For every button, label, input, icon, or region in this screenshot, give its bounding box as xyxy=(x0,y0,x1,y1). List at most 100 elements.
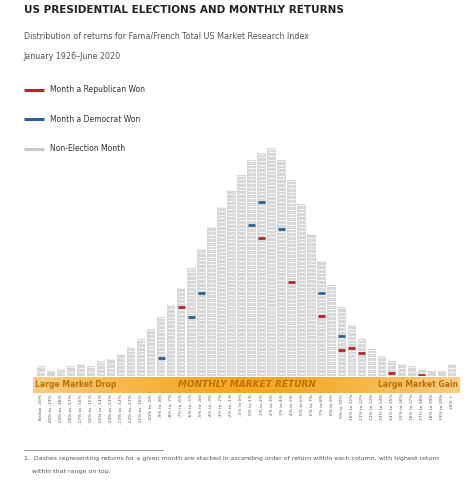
Bar xyxy=(260,377,262,393)
Text: -1% to 0%: -1% to 0% xyxy=(239,394,244,416)
Bar xyxy=(331,377,333,393)
Bar xyxy=(37,366,46,376)
Bar xyxy=(287,180,296,376)
Bar xyxy=(140,377,142,393)
Bar xyxy=(152,377,153,393)
Bar xyxy=(403,377,404,393)
Bar xyxy=(110,377,112,393)
Text: 8% to 9%: 8% to 9% xyxy=(329,394,334,415)
Bar xyxy=(378,356,386,376)
Bar xyxy=(147,329,155,376)
Bar xyxy=(196,377,197,393)
Bar xyxy=(388,362,396,376)
Bar xyxy=(388,377,390,393)
Bar xyxy=(267,377,269,393)
Bar xyxy=(234,377,236,393)
Bar xyxy=(451,377,453,393)
Text: Below -20%: Below -20% xyxy=(39,394,43,420)
Bar xyxy=(292,377,293,393)
Bar xyxy=(126,377,128,393)
Bar xyxy=(244,377,246,393)
Bar xyxy=(284,377,286,393)
Bar xyxy=(73,377,74,393)
Bar xyxy=(401,377,403,393)
Bar xyxy=(338,377,340,393)
Bar xyxy=(101,377,103,393)
Bar xyxy=(266,377,267,393)
Bar xyxy=(57,369,65,376)
Bar xyxy=(76,377,77,393)
Bar xyxy=(203,377,204,393)
Text: Month a Republican Won: Month a Republican Won xyxy=(50,85,145,94)
Bar xyxy=(97,362,105,376)
Text: 1.  Dashes representing returns for a given month are stacked in ascending order: 1. Dashes representing returns for a giv… xyxy=(24,456,438,461)
Bar xyxy=(377,377,378,393)
Bar xyxy=(365,377,367,393)
Bar xyxy=(142,377,143,393)
Bar xyxy=(155,377,156,393)
Bar xyxy=(146,377,147,393)
Bar xyxy=(74,377,76,393)
Bar xyxy=(83,377,84,393)
Bar xyxy=(133,377,135,393)
Bar xyxy=(424,377,426,393)
Bar xyxy=(381,377,383,393)
Bar xyxy=(450,377,451,393)
Bar xyxy=(431,377,433,393)
Bar xyxy=(313,377,314,393)
Bar xyxy=(137,377,139,393)
Text: 0% to 1%: 0% to 1% xyxy=(249,394,254,415)
Bar xyxy=(309,377,310,393)
Text: 14% to 15%: 14% to 15% xyxy=(390,394,394,420)
Bar xyxy=(187,377,189,393)
Bar xyxy=(204,377,206,393)
Bar xyxy=(132,377,133,393)
Bar xyxy=(410,377,411,393)
Bar xyxy=(300,377,301,393)
Bar xyxy=(357,339,366,376)
Bar xyxy=(269,377,270,393)
Bar xyxy=(421,377,423,393)
Bar xyxy=(194,377,196,393)
Bar xyxy=(191,377,193,393)
Bar xyxy=(193,377,194,393)
Bar xyxy=(306,377,307,393)
Bar xyxy=(367,377,368,393)
Bar xyxy=(428,377,430,393)
Bar xyxy=(39,377,40,393)
Text: -4% to -3%: -4% to -3% xyxy=(210,394,213,418)
Bar xyxy=(143,377,145,393)
Bar xyxy=(167,305,175,376)
Bar xyxy=(213,377,214,393)
Text: -16% to -15%: -16% to -15% xyxy=(89,394,93,424)
Text: 3% to 4%: 3% to 4% xyxy=(280,394,283,415)
Bar xyxy=(299,377,300,393)
Bar xyxy=(176,377,177,393)
Bar xyxy=(80,377,82,393)
Bar xyxy=(287,377,289,393)
Bar xyxy=(311,377,313,393)
Bar xyxy=(89,377,90,393)
Bar xyxy=(96,377,97,393)
Bar xyxy=(400,377,401,393)
Text: 12% to 13%: 12% to 13% xyxy=(370,394,374,420)
Bar xyxy=(35,377,36,393)
Bar xyxy=(262,377,263,393)
Bar xyxy=(328,377,330,393)
Bar xyxy=(447,364,456,376)
Bar xyxy=(354,377,356,393)
Bar xyxy=(327,377,328,393)
Bar xyxy=(174,377,176,393)
Bar xyxy=(115,377,116,393)
Bar xyxy=(409,377,410,393)
Bar xyxy=(398,364,406,376)
Bar xyxy=(247,377,249,393)
Bar xyxy=(427,377,428,393)
Text: Distribution of returns for Fama/French Total US Market Research Index: Distribution of returns for Fama/French … xyxy=(24,31,309,40)
Bar xyxy=(87,366,95,376)
Bar xyxy=(277,377,279,393)
Bar xyxy=(55,377,56,393)
Bar xyxy=(67,366,75,376)
Text: 16% to 17%: 16% to 17% xyxy=(410,394,414,420)
Bar xyxy=(103,377,105,393)
